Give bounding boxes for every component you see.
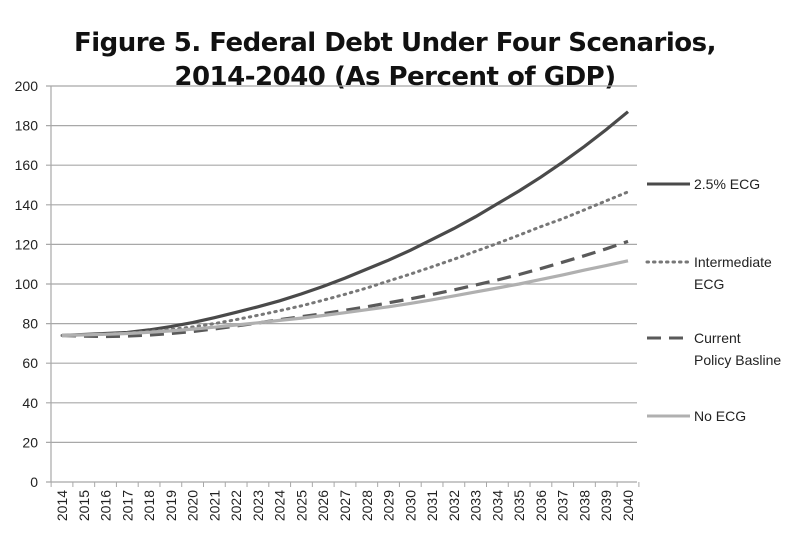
x-tick-label: 2040 (620, 490, 636, 521)
x-tick-label: 2028 (359, 490, 375, 521)
y-tick-label: 120 (15, 236, 39, 252)
x-tick-label: 2021 (206, 490, 222, 521)
y-tick-label: 40 (22, 395, 38, 411)
x-tick-label: 2034 (489, 490, 505, 521)
legend-label: No ECG (694, 408, 746, 424)
y-tick-label: 100 (15, 276, 39, 292)
x-tick-label: 2032 (446, 490, 462, 521)
series-line-intermediate-ecg (60, 190, 630, 337)
y-tick-label: 20 (22, 434, 38, 450)
x-tick-label: 2030 (402, 490, 418, 521)
series-line-no-ecg (61, 259, 629, 338)
legend-label: Current (694, 330, 741, 346)
x-tick-label: 2014 (54, 490, 70, 521)
series-line-current-policy-basline (61, 239, 629, 339)
legend-label: Intermediate (694, 254, 772, 270)
chart-title-line-1: Figure 5. Federal Debt Under Four Scenar… (73, 28, 717, 58)
x-tick-label: 2039 (598, 490, 614, 521)
x-tick-label: 2038 (576, 490, 592, 521)
y-tick-label: 0 (30, 474, 38, 490)
x-tick-label: 2031 (424, 490, 440, 521)
legend-label: Policy Basline (694, 352, 781, 368)
x-tick-label: 2037 (555, 490, 571, 521)
x-tick-label: 2025 (293, 490, 309, 521)
legend-label: ECG (694, 276, 724, 292)
x-tick-label: 2020 (185, 490, 201, 521)
y-tick-label: 200 (15, 78, 39, 94)
x-tick-label: 2017 (119, 490, 135, 521)
x-tick-label: 2016 (98, 490, 114, 521)
x-tick-label: 2022 (228, 490, 244, 521)
y-tick-label: 180 (15, 118, 39, 134)
y-tick-label: 160 (15, 157, 39, 173)
x-tick-label: 2029 (381, 490, 397, 521)
x-tick-label: 2035 (511, 490, 527, 521)
x-tick-label: 2018 (141, 490, 157, 521)
y-tick-label: 60 (22, 355, 38, 371)
y-tick-label: 140 (15, 197, 39, 213)
series-line-2-5-ecg (61, 110, 630, 338)
x-tick-label: 2024 (272, 490, 288, 521)
x-tick-label: 2023 (250, 490, 266, 521)
chart-title-line-2: 2014-2040 (As Percent of GDP) (174, 62, 616, 92)
x-tick-label: 2036 (533, 490, 549, 521)
x-tick-label: 2015 (76, 490, 92, 521)
legend-label: 2.5% ECG (694, 176, 760, 192)
y-tick-label: 80 (22, 316, 38, 332)
x-tick-label: 2026 (315, 490, 331, 521)
x-tick-label: 2019 (163, 490, 179, 521)
x-tick-label: 2027 (337, 490, 353, 521)
x-tick-label: 2033 (468, 490, 484, 521)
